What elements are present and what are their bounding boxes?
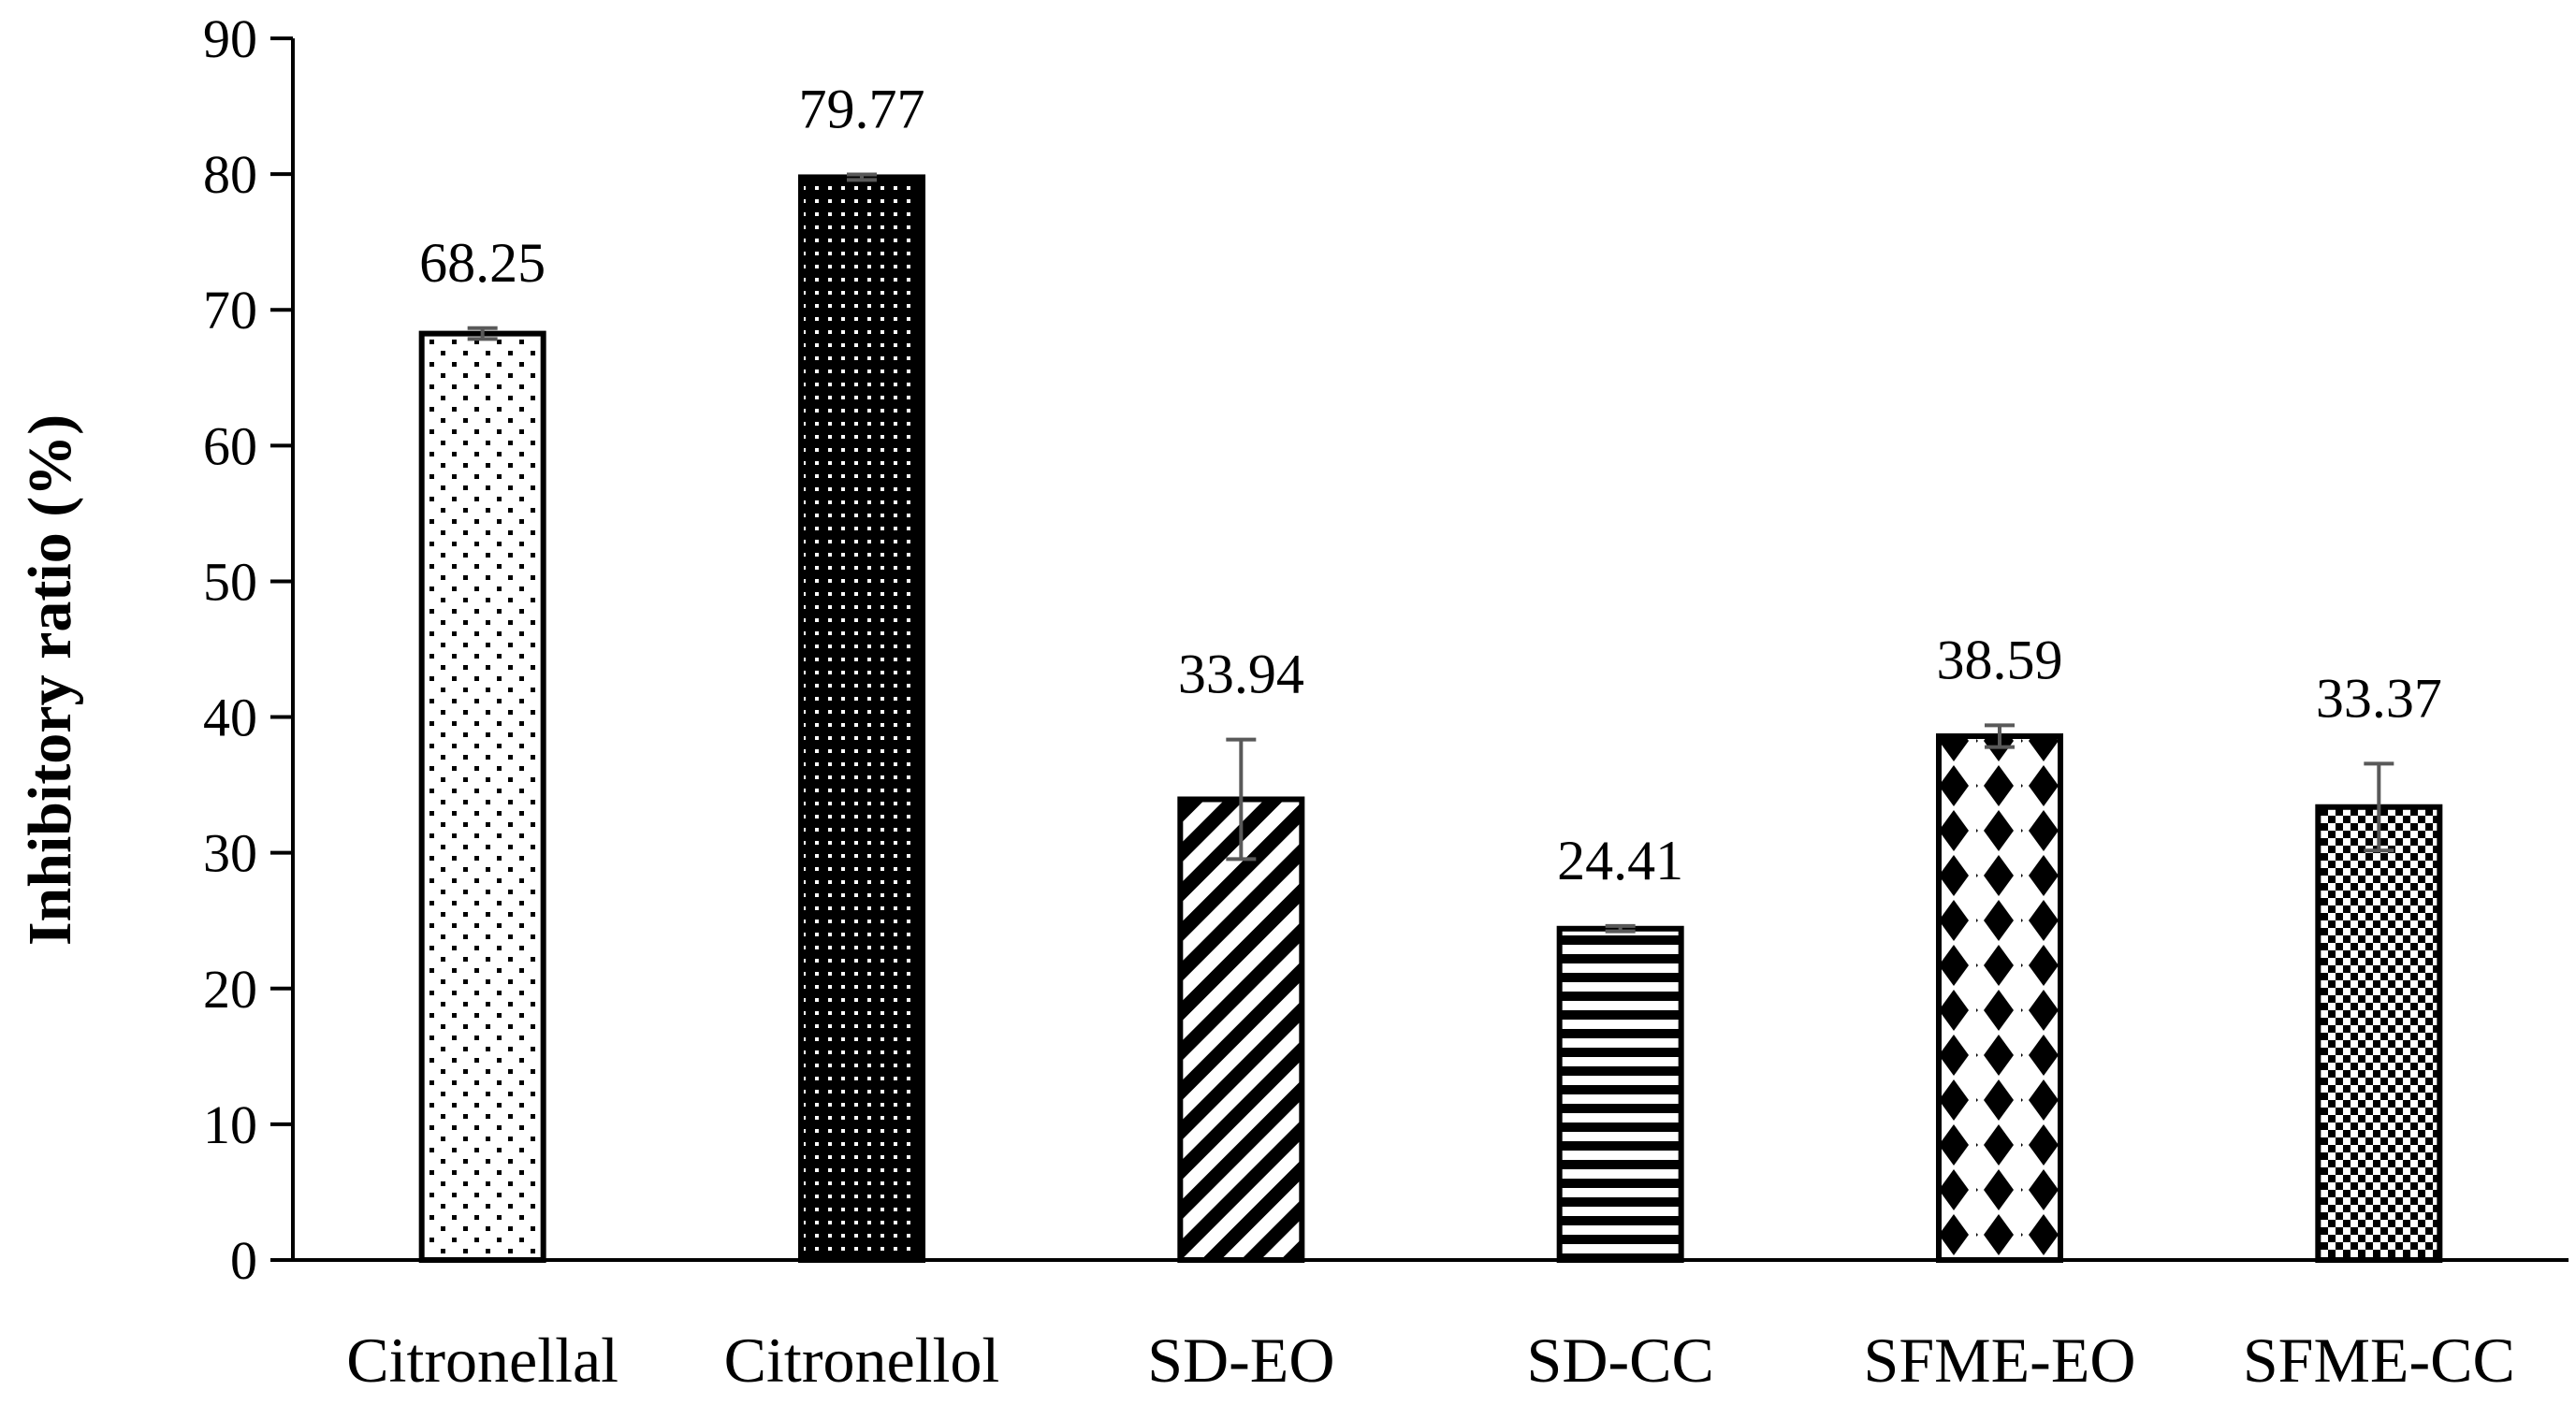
x-category-label: SFME-EO bbox=[1864, 1325, 2136, 1396]
y-tick-label: 80 bbox=[203, 144, 257, 205]
y-tick-label: 40 bbox=[203, 688, 257, 748]
y-axis-title: Inhibitory ratio (%) bbox=[16, 414, 84, 946]
y-tick-label: 60 bbox=[203, 415, 257, 476]
x-category-label: Citronellal bbox=[346, 1325, 619, 1396]
y-tick-label: 20 bbox=[203, 959, 257, 1020]
bar-sfme-cc bbox=[2315, 804, 2443, 1263]
data-label: 79.77 bbox=[799, 79, 925, 140]
y-tick-label: 30 bbox=[203, 823, 257, 884]
bar-sd-eo bbox=[1177, 796, 1305, 1263]
plot-area: 0 10 20 30 40 50 60 70 80 90 68.25 Citronellal 79.77… bbox=[203, 8, 2569, 1396]
data-label: 33.94 bbox=[1178, 644, 1304, 705]
x-category-label: SD-EO bbox=[1147, 1325, 1334, 1396]
data-label: 33.37 bbox=[2316, 667, 2442, 729]
bar-citronellal bbox=[418, 330, 546, 1264]
y-tick-label: 50 bbox=[203, 551, 257, 612]
data-label: 68.25 bbox=[419, 232, 546, 294]
bar-citronellol bbox=[798, 174, 925, 1264]
x-category-label: SFME-CC bbox=[2243, 1325, 2515, 1396]
y-tick-label: 70 bbox=[203, 280, 257, 340]
y-tick-label: 10 bbox=[203, 1094, 257, 1155]
data-label: 24.41 bbox=[1557, 830, 1683, 891]
x-category-label: SD-CC bbox=[1527, 1325, 1714, 1396]
bar-sfme-eo bbox=[1936, 733, 2063, 1263]
y-tick-label: 0 bbox=[230, 1230, 257, 1291]
x-category-label: Citronellol bbox=[724, 1325, 1000, 1396]
bar-sd-cc bbox=[1556, 925, 1684, 1263]
data-label: 38.59 bbox=[1937, 629, 2063, 690]
y-tick-label: 90 bbox=[203, 8, 257, 69]
